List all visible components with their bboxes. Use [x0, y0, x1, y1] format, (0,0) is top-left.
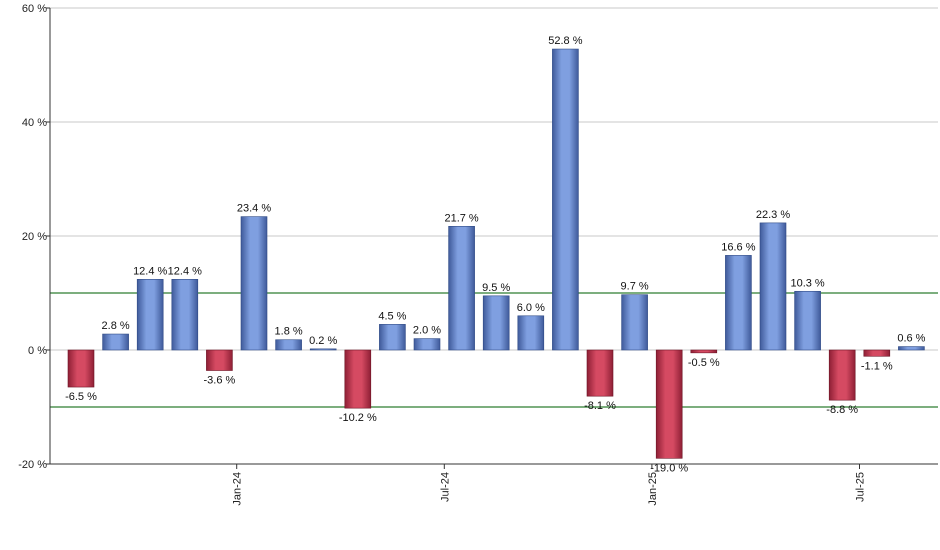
- data-label: -3.6 %: [204, 375, 236, 387]
- bar[interactable]: [136, 279, 164, 351]
- y-tick-label: 40 %: [22, 117, 47, 129]
- data-label: 9.7 %: [621, 281, 649, 293]
- bar[interactable]: [379, 324, 406, 351]
- data-label: -8.8 %: [826, 404, 858, 416]
- bar[interactable]: [586, 349, 614, 397]
- data-label: 2.0 %: [413, 325, 441, 337]
- bar[interactable]: [725, 255, 752, 351]
- bar[interactable]: [690, 349, 718, 354]
- bar[interactable]: [171, 279, 199, 351]
- data-label: 23.4 %: [237, 203, 271, 215]
- bar[interactable]: [655, 349, 683, 459]
- data-label: -6.5 %: [65, 391, 97, 403]
- bar[interactable]: [759, 222, 787, 351]
- data-label: 2.8 %: [102, 320, 130, 332]
- data-label: -10.2 %: [339, 412, 377, 424]
- bar[interactable]: [482, 295, 510, 351]
- x-tick-label: Jan-24: [232, 472, 244, 506]
- bar[interactable]: [621, 294, 648, 351]
- data-label: -0.5 %: [688, 357, 720, 369]
- bar[interactable]: [863, 349, 891, 357]
- bar[interactable]: [794, 290, 821, 351]
- data-label: 21.7 %: [444, 212, 478, 224]
- y-tick-label: -20 %: [18, 459, 47, 471]
- bar[interactable]: [67, 349, 95, 388]
- bar[interactable]: [828, 349, 856, 401]
- data-label: 16.6 %: [721, 241, 755, 253]
- data-label: 12.4 %: [133, 265, 167, 277]
- bar[interactable]: [413, 338, 441, 351]
- y-tick-label: 60 %: [22, 3, 47, 15]
- data-label: -8.1 %: [584, 400, 616, 412]
- data-label: 0.6 %: [897, 333, 925, 345]
- bar[interactable]: [448, 226, 475, 351]
- data-label: -19.0 %: [650, 462, 688, 474]
- data-label: 6.0 %: [517, 302, 545, 314]
- data-label: -1.1 %: [861, 360, 893, 372]
- bar[interactable]: [240, 216, 268, 351]
- data-label: 52.8 %: [548, 35, 582, 47]
- data-label: 12.4 %: [168, 265, 202, 277]
- bar[interactable]: [552, 48, 579, 351]
- bar[interactable]: [275, 339, 302, 351]
- x-tick-label: Jul-24: [439, 472, 451, 502]
- x-tick-label: Jan-25: [647, 472, 659, 506]
- bar[interactable]: [344, 349, 372, 409]
- y-tick-label: 20 %: [22, 231, 47, 243]
- bar[interactable]: [898, 346, 925, 351]
- y-tick-label: 0 %: [28, 345, 47, 357]
- data-label: 22.3 %: [756, 209, 790, 221]
- data-label: 0.2 %: [309, 335, 337, 347]
- bar[interactable]: [206, 349, 233, 371]
- data-label: 4.5 %: [378, 310, 406, 322]
- data-label: 1.8 %: [275, 326, 303, 338]
- bar[interactable]: [517, 315, 545, 351]
- x-tick-label: Jul-25: [855, 472, 867, 502]
- bar[interactable]: [102, 333, 129, 351]
- bar[interactable]: [309, 348, 337, 351]
- data-label: 10.3 %: [790, 277, 824, 289]
- data-label: 9.5 %: [482, 282, 510, 294]
